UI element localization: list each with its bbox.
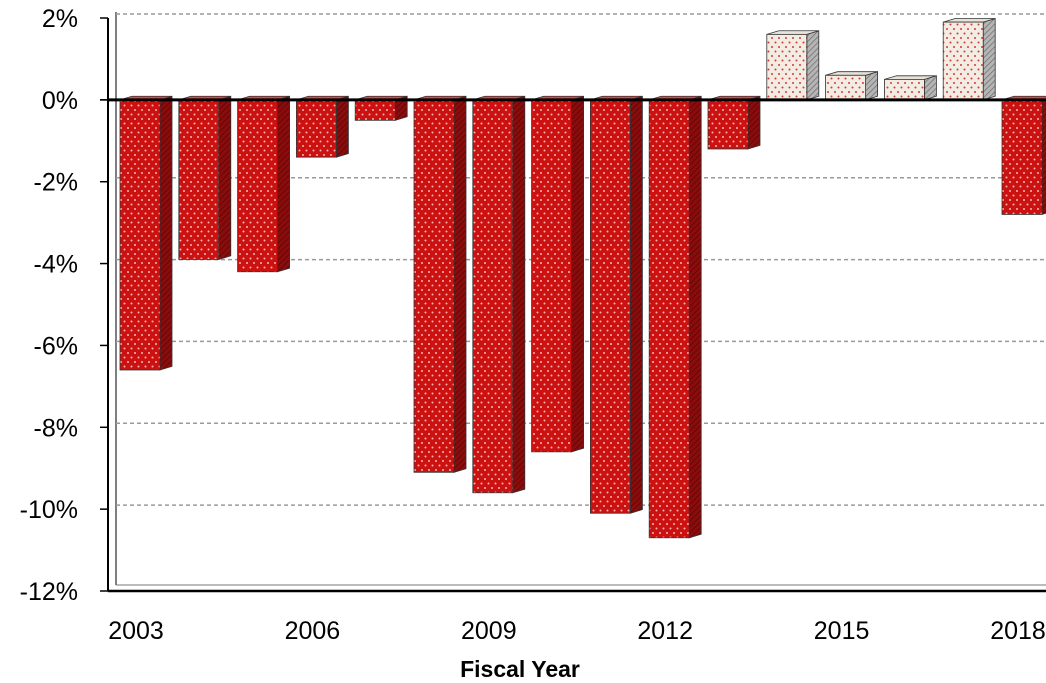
- x-tick-label: 2012: [637, 617, 693, 645]
- x-tick-label: 2015: [814, 617, 870, 645]
- bar-front-face: [942, 21, 984, 101]
- bar-front-face: [590, 99, 631, 514]
- x-tick-label: 2009: [461, 617, 517, 645]
- bar-side-face: [218, 95, 232, 261]
- y-tick-label: -6%: [34, 332, 78, 360]
- bar-side-face: [924, 75, 937, 101]
- bar-2017: [942, 17, 996, 101]
- bar-2006: [295, 95, 349, 158]
- bar-2010: [531, 95, 584, 453]
- bar-front-face: [825, 74, 866, 101]
- bar-front-face: [354, 99, 396, 121]
- bar-2004: [178, 95, 232, 261]
- bar-side-face: [806, 30, 820, 101]
- y-tick-label: 0%: [42, 87, 78, 115]
- bar-side-face: [747, 95, 761, 150]
- bar-2012: [648, 95, 702, 539]
- bar-front-face: [472, 99, 514, 494]
- y-tick-label: -10%: [20, 496, 78, 524]
- bar-side-face: [982, 17, 996, 101]
- bar-side-face: [277, 95, 291, 273]
- x-axis-title: Fiscal Year: [460, 656, 580, 682]
- bar-2005: [237, 95, 291, 273]
- bar-front-face: [884, 78, 925, 101]
- bar-2015: [825, 71, 878, 101]
- bar-side-face: [688, 95, 702, 539]
- bar-2013: [707, 95, 761, 150]
- y-tick-label: -2%: [34, 169, 78, 197]
- bar-front-face: [531, 99, 572, 453]
- y-axis-tick-labels: 2% 0% -2% -4% -6% -8% -10% -12%: [20, 5, 78, 606]
- bar-2009: [472, 95, 526, 494]
- bar-front-face: [178, 99, 220, 260]
- bar-2016: [884, 75, 937, 101]
- plot-frame: [107, 12, 1046, 593]
- x-axis-tick-labels: 2003 2006 2009 2012 2015 2018: [108, 617, 1046, 645]
- bar-2003: [119, 95, 173, 371]
- bar-side-face: [159, 95, 173, 371]
- bar-2008: [413, 95, 467, 473]
- bar-side-face: [335, 95, 349, 158]
- bar-side-face: [1041, 98, 1046, 215]
- bar-2011: [590, 95, 643, 514]
- bar-2014: [766, 30, 820, 101]
- bar-front-face: [413, 99, 455, 473]
- bar-front-face: [707, 99, 749, 150]
- bar-front-face: [295, 99, 337, 158]
- bar-side-face: [865, 71, 878, 101]
- bar-front-face: [1001, 99, 1043, 215]
- y-tick-label: -8%: [34, 414, 78, 442]
- x-tick-label: 2006: [285, 617, 341, 645]
- bars: [100, 17, 1046, 539]
- bar-front-face: [648, 99, 690, 539]
- x-tick-label: 2018: [990, 617, 1046, 645]
- y-tick-label: -4%: [34, 251, 78, 279]
- bar-front-face: [237, 99, 279, 273]
- bar-front-face: [119, 99, 161, 371]
- bar-side-face: [571, 95, 584, 453]
- bar-front-face: [766, 33, 808, 101]
- bar-side-face: [630, 95, 643, 514]
- y-tick-label: 2%: [42, 5, 78, 33]
- y-tick-label: -12%: [20, 578, 78, 606]
- bar-side-face: [453, 95, 467, 473]
- x-tick-label: 2003: [108, 617, 164, 645]
- bar-2018: [1001, 95, 1046, 215]
- bar-side-face: [512, 95, 526, 494]
